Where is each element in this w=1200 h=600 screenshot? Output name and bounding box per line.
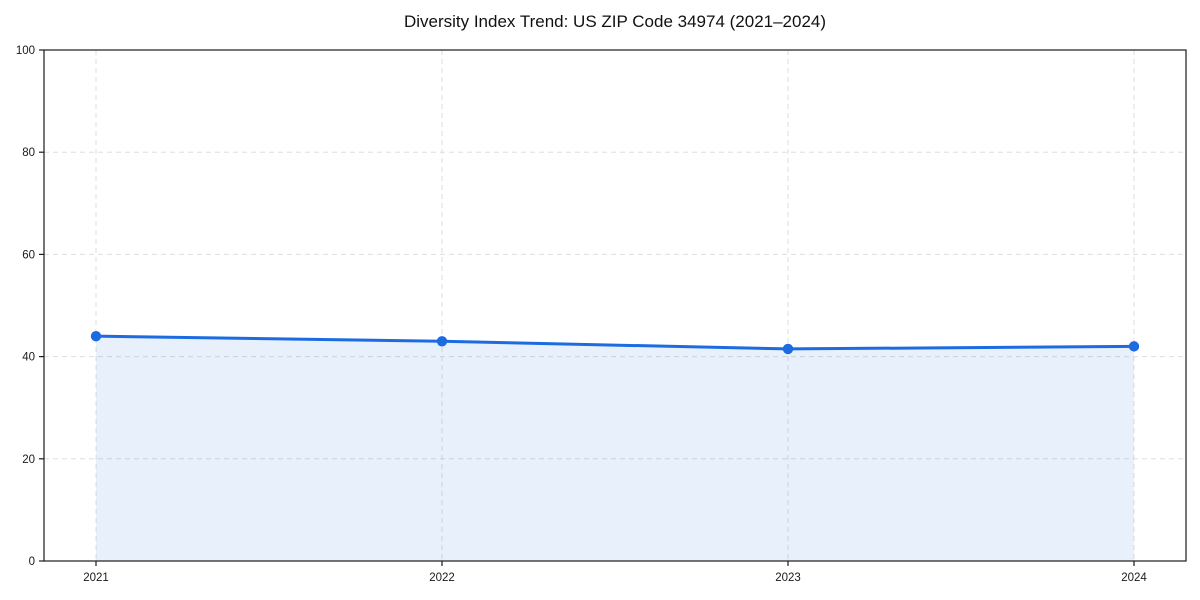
chart-title: Diversity Index Trend: US ZIP Code 34974…: [403, 12, 827, 31]
x-tick-label: 2021: [83, 572, 109, 584]
x-tick-label: 2022: [429, 572, 455, 584]
area-fill: [96, 336, 1134, 561]
x-tick-label: 2024: [1121, 572, 1147, 584]
y-tick-label: 60: [22, 249, 35, 261]
plot-box-spines: [43, 49, 1187, 562]
y-tick-label: 0: [29, 556, 35, 568]
y-tick-label: 100: [16, 45, 35, 57]
trend-line: [94, 334, 1136, 351]
y-tick-label: 80: [22, 147, 35, 159]
y-tick-label: 40: [22, 352, 35, 364]
data-point-2024: [1128, 341, 1140, 352]
y-tick-label: 20: [22, 454, 35, 466]
x-tick-label: 2023: [775, 572, 801, 584]
data-point-2021: [90, 330, 102, 342]
data-point-2023: [782, 343, 794, 355]
data-point-2022: [436, 336, 448, 347]
